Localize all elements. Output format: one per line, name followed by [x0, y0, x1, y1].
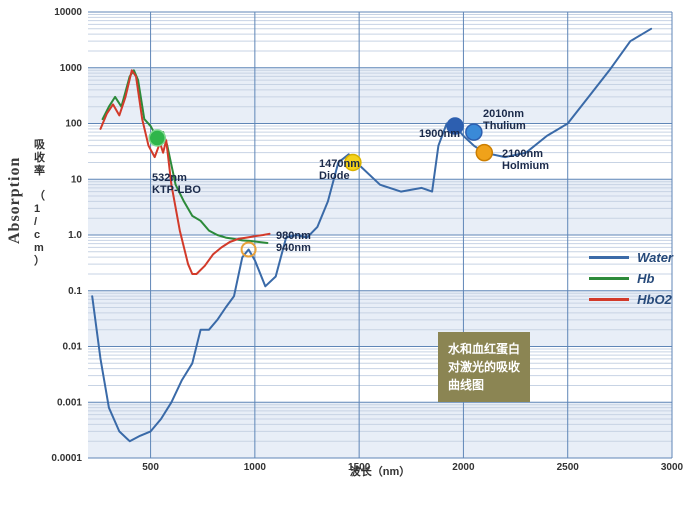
svg-text:1: 1: [34, 203, 40, 215]
svg-text:/: /: [34, 216, 37, 228]
xtick-label: 2000: [452, 462, 475, 473]
xtick-label: 2500: [557, 462, 580, 473]
svg-text:率: 率: [34, 163, 45, 177]
ytick-label: 0.01: [63, 342, 83, 353]
svg-text:（: （: [34, 189, 45, 202]
lbl-1470: 1470nmDiode: [319, 158, 360, 182]
lbl-980: 980nm940nm: [276, 230, 311, 254]
xtick-label: 500: [142, 462, 159, 473]
svg-text:）: ）: [34, 254, 45, 267]
y-axis-title-en: Absorption: [6, 100, 26, 300]
marker-thulium: [466, 124, 482, 140]
ytick-label: 100: [65, 119, 82, 130]
svg-text:c: c: [34, 229, 40, 241]
ytick-label: 10: [71, 174, 83, 185]
ytick-label: 0.001: [57, 397, 82, 408]
lbl-ktp: 532nmKTP-LBO: [152, 172, 201, 196]
xtick-label: 3000: [661, 462, 684, 473]
legend-item: Water: [589, 250, 673, 265]
caption-box: 水和血红蛋白对激光的吸收曲线图: [438, 332, 530, 402]
absorption-chart: 0.00010.0010.010.11.01010010001000050010…: [78, 8, 678, 476]
xtick-label: 1000: [244, 462, 267, 473]
ytick-label: 0.0001: [51, 453, 82, 464]
marker-holmium: [476, 145, 492, 161]
legend-item: Hb: [589, 271, 673, 286]
ytick-label: 10000: [54, 7, 82, 18]
legend-item: HbO2: [589, 292, 673, 307]
x-axis-label: 波长（nm）: [350, 464, 411, 478]
y-axis-title-zh: 吸收率 （1/cm）: [34, 138, 46, 267]
ytick-label: 1000: [60, 63, 83, 74]
lbl-2100: 2100nmHolmium: [502, 148, 549, 172]
lbl-1900: 1900nm: [419, 128, 460, 140]
svg-text:m: m: [34, 242, 44, 254]
marker-ktp: [149, 130, 165, 146]
legend: Water Hb HbO2: [589, 244, 673, 313]
lbl-2010: 2010nmThulium: [483, 108, 526, 132]
ytick-label: 0.1: [68, 286, 82, 297]
svg-text:吸: 吸: [34, 138, 46, 151]
svg-text:收: 收: [34, 150, 45, 164]
ytick-label: 1.0: [68, 230, 82, 241]
